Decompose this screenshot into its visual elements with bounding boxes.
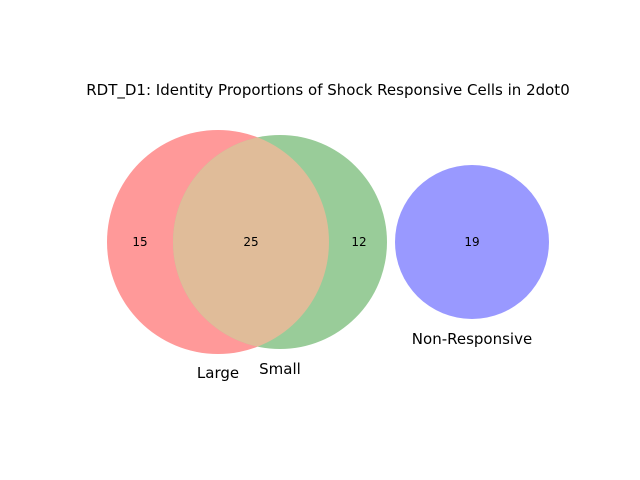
small-only-count: 12 — [351, 235, 366, 249]
large-small-intersection — [173, 135, 329, 349]
large-small-overlap-count: 25 — [243, 235, 258, 249]
non-responsive-set-circle — [395, 165, 549, 319]
non-responsive-set-label: Non-Responsive — [412, 330, 532, 348]
small-set-label: Small — [259, 360, 301, 378]
non-responsive-count: 19 — [464, 235, 479, 249]
large-only-count: 15 — [132, 235, 147, 249]
large-set-label: Large — [197, 364, 239, 382]
chart-title: RDT_D1: Identity Proportions of Shock Re… — [86, 81, 570, 100]
